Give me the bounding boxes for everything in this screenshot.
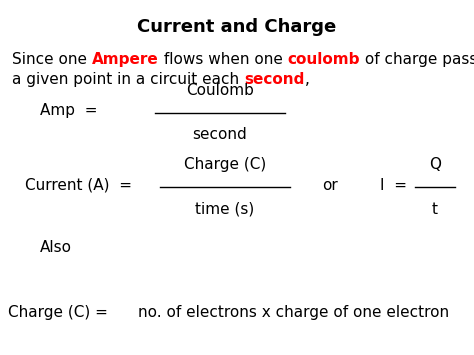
Text: Amp  =: Amp = <box>40 103 98 118</box>
Text: second: second <box>244 72 304 87</box>
Text: Also: Also <box>40 240 72 256</box>
Text: coulomb: coulomb <box>287 52 360 67</box>
Text: of charge passes: of charge passes <box>360 52 474 67</box>
Text: ,: , <box>304 72 309 87</box>
Text: Since one: Since one <box>12 52 92 67</box>
Text: Charge (C): Charge (C) <box>184 157 266 172</box>
Text: Current (A)  =: Current (A) = <box>25 178 132 192</box>
Text: Coulomb: Coulomb <box>186 83 254 98</box>
Text: time (s): time (s) <box>195 202 255 217</box>
Text: I  =: I = <box>380 178 407 192</box>
Text: t: t <box>432 202 438 217</box>
Text: flows when one: flows when one <box>159 52 287 67</box>
Text: no. of electrons x charge of one electron: no. of electrons x charge of one electro… <box>138 305 449 320</box>
Text: Q: Q <box>429 157 441 172</box>
Text: Current and Charge: Current and Charge <box>137 18 337 36</box>
Text: second: second <box>192 127 247 142</box>
Text: Ampere: Ampere <box>92 52 159 67</box>
Text: a given point in a circuit each: a given point in a circuit each <box>12 72 244 87</box>
Text: or: or <box>322 178 338 192</box>
Text: Charge (C) =: Charge (C) = <box>8 305 108 320</box>
